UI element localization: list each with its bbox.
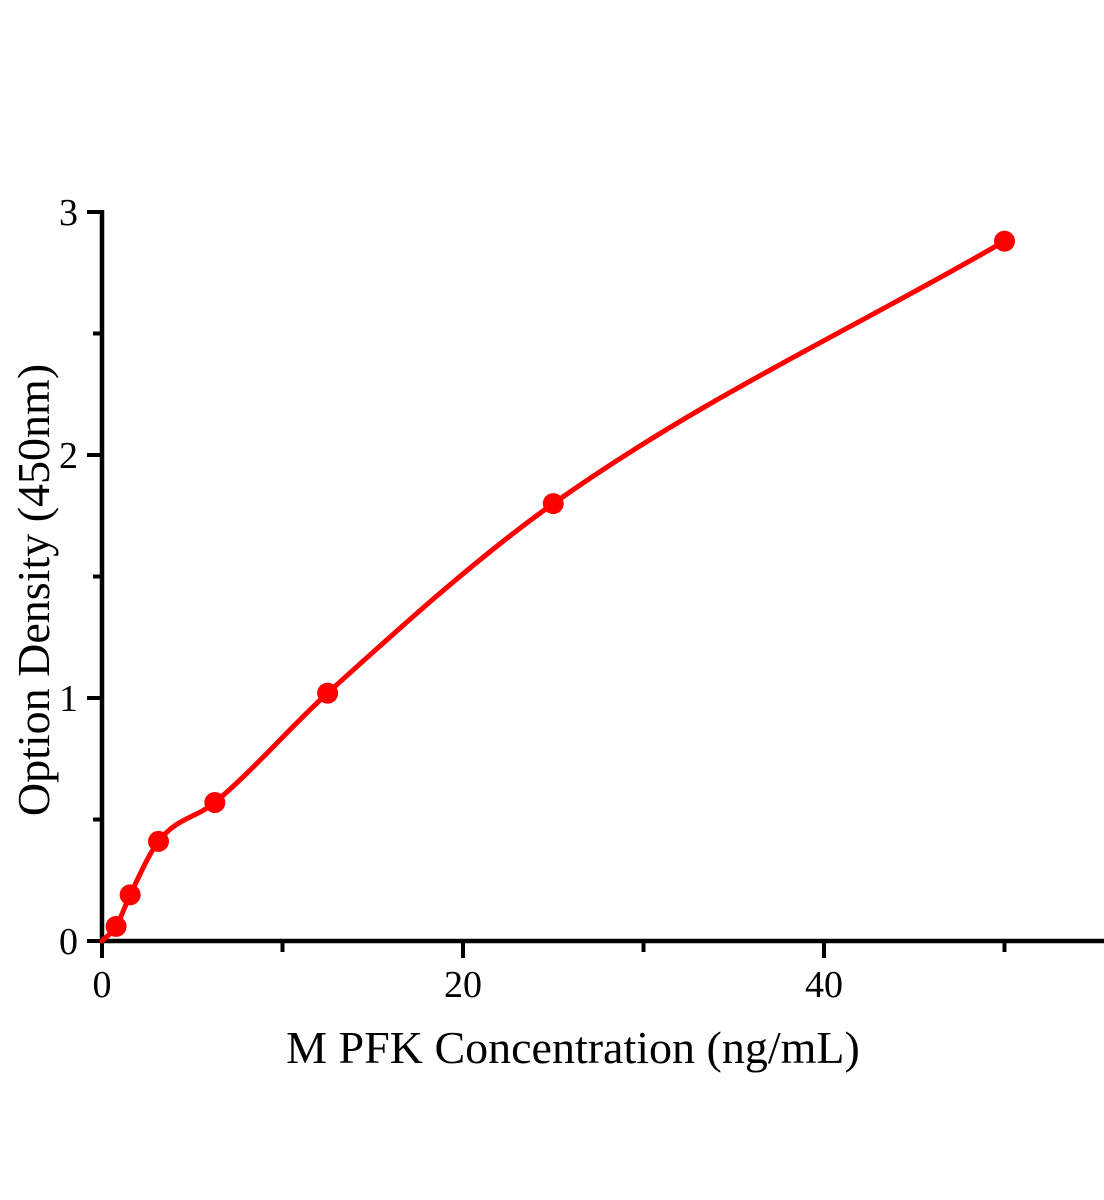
data-point-marker xyxy=(994,230,1015,252)
y-tick-label: 3 xyxy=(59,192,78,234)
data-point-marker xyxy=(542,493,564,515)
data-point-marker xyxy=(105,915,127,937)
data-point-marker xyxy=(204,791,226,813)
y-tick-label: 1 xyxy=(59,678,78,720)
y-tick-label: 2 xyxy=(59,435,78,477)
data-point-marker xyxy=(317,682,339,704)
x-tick-label: 20 xyxy=(444,964,482,1006)
standard-curve-line xyxy=(99,238,1007,944)
y-tick-label: 0 xyxy=(59,921,78,963)
x-tick-label: 0 xyxy=(93,964,112,1006)
data-point-marker xyxy=(119,884,141,906)
x-tick-label: 40 xyxy=(805,964,843,1006)
x-axis-title: M PFK Concentration (ng/mL) xyxy=(286,1022,860,1073)
y-axis-title: Option Density (450nm) xyxy=(8,363,59,817)
data-point-marker xyxy=(147,830,169,852)
